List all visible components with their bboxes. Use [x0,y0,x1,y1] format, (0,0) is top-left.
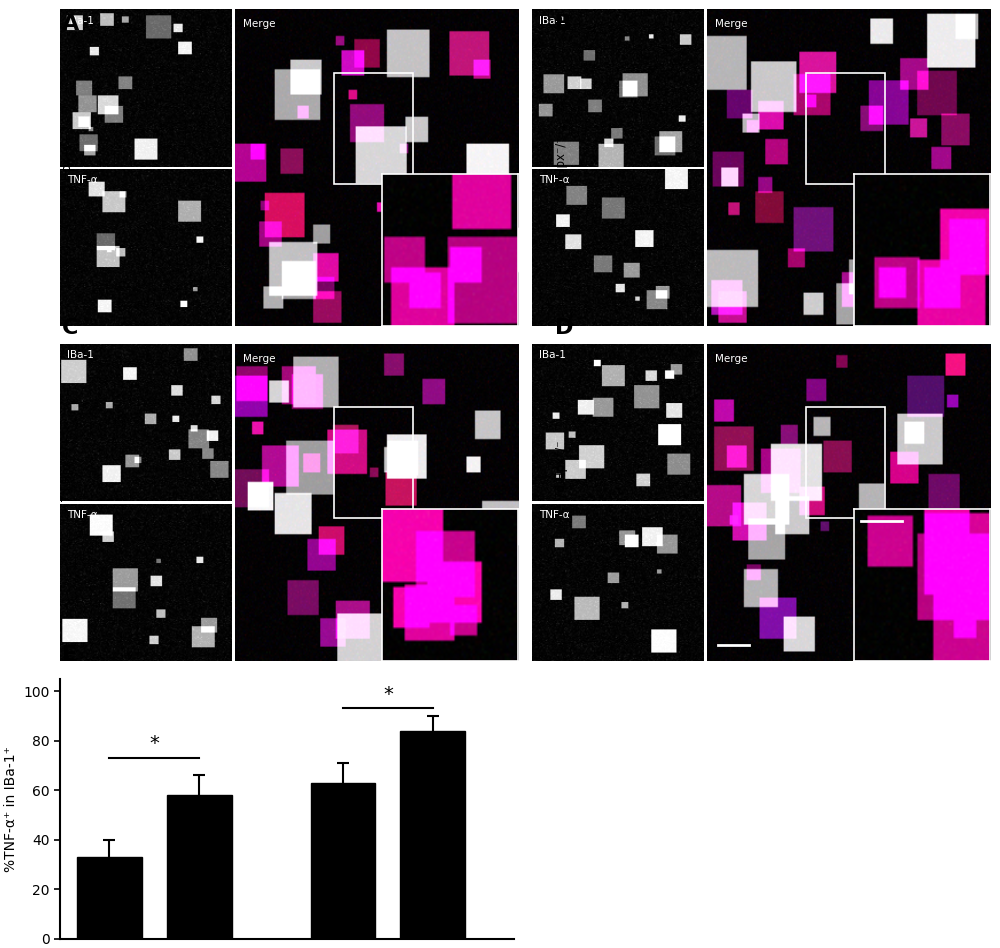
Text: Merge: Merge [715,19,748,29]
Text: *: * [383,684,393,703]
Text: Merge: Merge [243,354,276,364]
Bar [806,73,885,184]
Bar [311,783,375,939]
Text: IBa-1: IBa-1 [539,351,566,360]
Y-axis label: %TNF-α⁺ in IBa-1⁺: %TNF-α⁺ in IBa-1⁺ [4,746,18,871]
Bar [806,408,885,519]
Text: 4d Hpx⁻/⁻: 4d Hpx⁻/⁻ [556,137,568,195]
Text: IBa-1: IBa-1 [67,16,94,26]
Text: Merge: Merge [715,354,748,364]
Text: 4d Hpx+/+: 4d Hpx+/+ [62,133,74,199]
Text: D: D [555,318,573,337]
Text: C: C [62,318,78,337]
Text: TNF-α: TNF-α [539,510,569,520]
Text: IBa-1: IBa-1 [539,16,566,26]
Text: *: * [149,734,159,753]
Text: A: A [62,14,79,34]
Text: TNF-α: TNF-α [539,175,569,186]
Bar [77,857,142,939]
Text: 7d Hpx+/+: 7d Hpx+/+ [62,436,74,502]
Text: 7d Hpx⁻/⁻: 7d Hpx⁻/⁻ [556,440,568,499]
Bar [167,795,232,939]
Text: TNF-α: TNF-α [67,510,97,520]
Text: TNF-α: TNF-α [67,175,97,186]
Text: E: E [62,645,77,665]
Text: Merge: Merge [243,19,276,29]
Bar [334,73,413,184]
Bar [334,408,413,519]
Bar [400,731,465,939]
Text: IBa-1: IBa-1 [67,351,94,360]
Text: B: B [555,14,572,34]
